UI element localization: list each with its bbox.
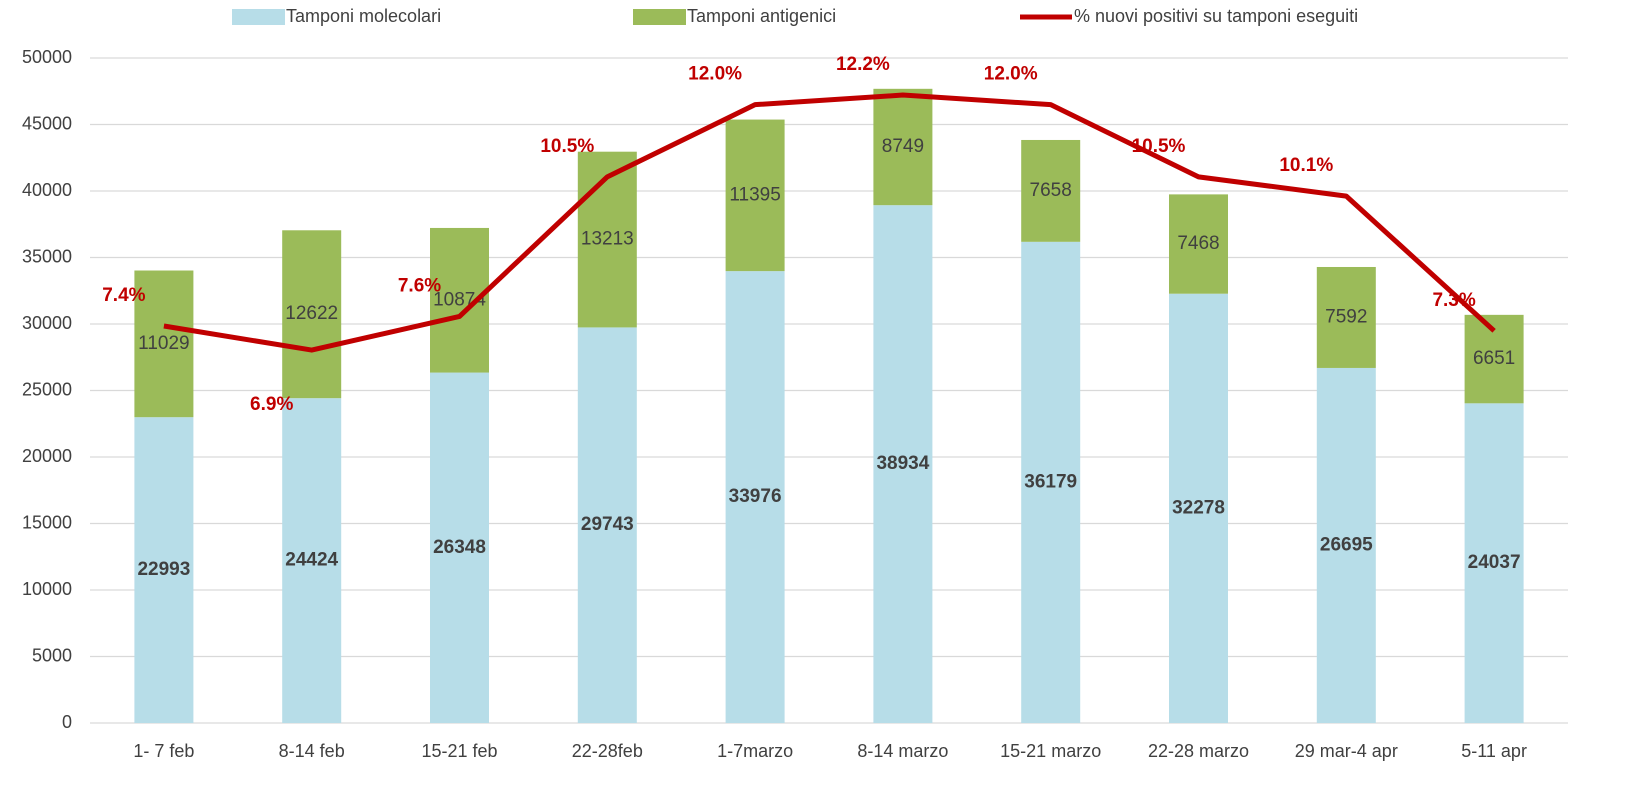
legend-swatch [232, 9, 285, 25]
data-label: 29743 [581, 514, 634, 535]
bar-segment [725, 119, 785, 272]
y-tick-label: 5000 [32, 645, 72, 665]
bar-segment [282, 230, 342, 399]
data-label: 11029 [138, 333, 189, 354]
data-label: 26348 [433, 537, 486, 558]
data-label: 32278 [1172, 497, 1225, 518]
y-tick-label: 40000 [22, 180, 72, 200]
bar-segment [282, 398, 342, 723]
data-label: 6651 [1473, 348, 1515, 369]
data-label: 33976 [729, 486, 782, 507]
x-tick-label: 22-28feb [572, 741, 643, 761]
legend-label: % nuovi positivi su tamponi eseguiti [1074, 6, 1358, 26]
y-tick-label: 50000 [22, 47, 72, 67]
bar-segment [430, 372, 489, 723]
x-tick-label: 15-21 feb [421, 741, 497, 761]
y-tick-label: 45000 [22, 113, 72, 133]
data-label: 10.5% [540, 136, 594, 157]
y-tick-label: 30000 [22, 313, 72, 333]
bar-segment [1464, 403, 1524, 723]
bar-segment [1316, 367, 1376, 723]
x-tick-label: 1-7marzo [717, 741, 793, 761]
data-label: 12622 [285, 303, 338, 324]
data-label: 12.2% [836, 54, 890, 75]
data-label: 11395 [729, 184, 780, 205]
y-tick-label: 35000 [22, 246, 72, 266]
legend-swatch [633, 9, 686, 25]
bar-segment [1021, 241, 1081, 723]
y-tick-label: 25000 [22, 379, 72, 399]
line [163, 92, 1496, 353]
bar-segment [873, 205, 933, 723]
data-label: 36179 [1024, 471, 1077, 492]
bar-segment [134, 270, 194, 418]
data-label: 22993 [137, 559, 190, 580]
x-tick-label: 15-21 marzo [1000, 741, 1101, 761]
data-label: 7.3% [1432, 290, 1475, 311]
bar-segment [725, 271, 785, 723]
y-tick-label: 10000 [22, 579, 72, 599]
x-tick-label: 8-14 feb [279, 741, 345, 761]
x-tick-label: 29 mar-4 apr [1295, 741, 1398, 761]
data-label: 6.9% [250, 394, 293, 415]
data-label: 7658 [1030, 180, 1072, 201]
bar-segment [1169, 194, 1228, 294]
data-label: 12.0% [984, 64, 1038, 85]
x-tick-label: 8-14 marzo [857, 741, 948, 761]
data-label: 7468 [1177, 233, 1219, 254]
y-tick-label: 0 [62, 712, 72, 732]
bar-segment [134, 417, 194, 723]
data-label: 38934 [876, 453, 929, 474]
data-label: 13213 [581, 229, 634, 250]
bar-segment [873, 88, 933, 206]
y-tick-label: 15000 [22, 512, 72, 532]
data-label: 7592 [1325, 306, 1367, 327]
y-tick-label: 20000 [22, 446, 72, 466]
data-label: 12.0% [688, 64, 742, 85]
x-tick-label: 1- 7 feb [133, 741, 194, 761]
bar-segment [577, 327, 637, 723]
data-label: 24037 [1468, 552, 1521, 573]
bar-segment [1169, 293, 1228, 723]
data-label: 26695 [1320, 534, 1373, 555]
data-label: 7.6% [398, 275, 441, 296]
data-label: 10.1% [1279, 155, 1333, 176]
bar-segment [1316, 266, 1376, 368]
data-label: 7.4% [102, 285, 145, 306]
legend-label: Tamponi molecolari [286, 6, 441, 26]
x-tick-label: 22-28 marzo [1148, 741, 1249, 761]
data-label: 24424 [285, 550, 338, 571]
x-tick-label: 5-11 apr [1461, 741, 1527, 761]
legend-label: Tamponi antigenici [687, 6, 836, 26]
bar-segment [1021, 139, 1081, 242]
bar-segment [577, 151, 637, 328]
data-label: 10.5% [1132, 136, 1186, 157]
data-label: 8749 [882, 136, 924, 157]
